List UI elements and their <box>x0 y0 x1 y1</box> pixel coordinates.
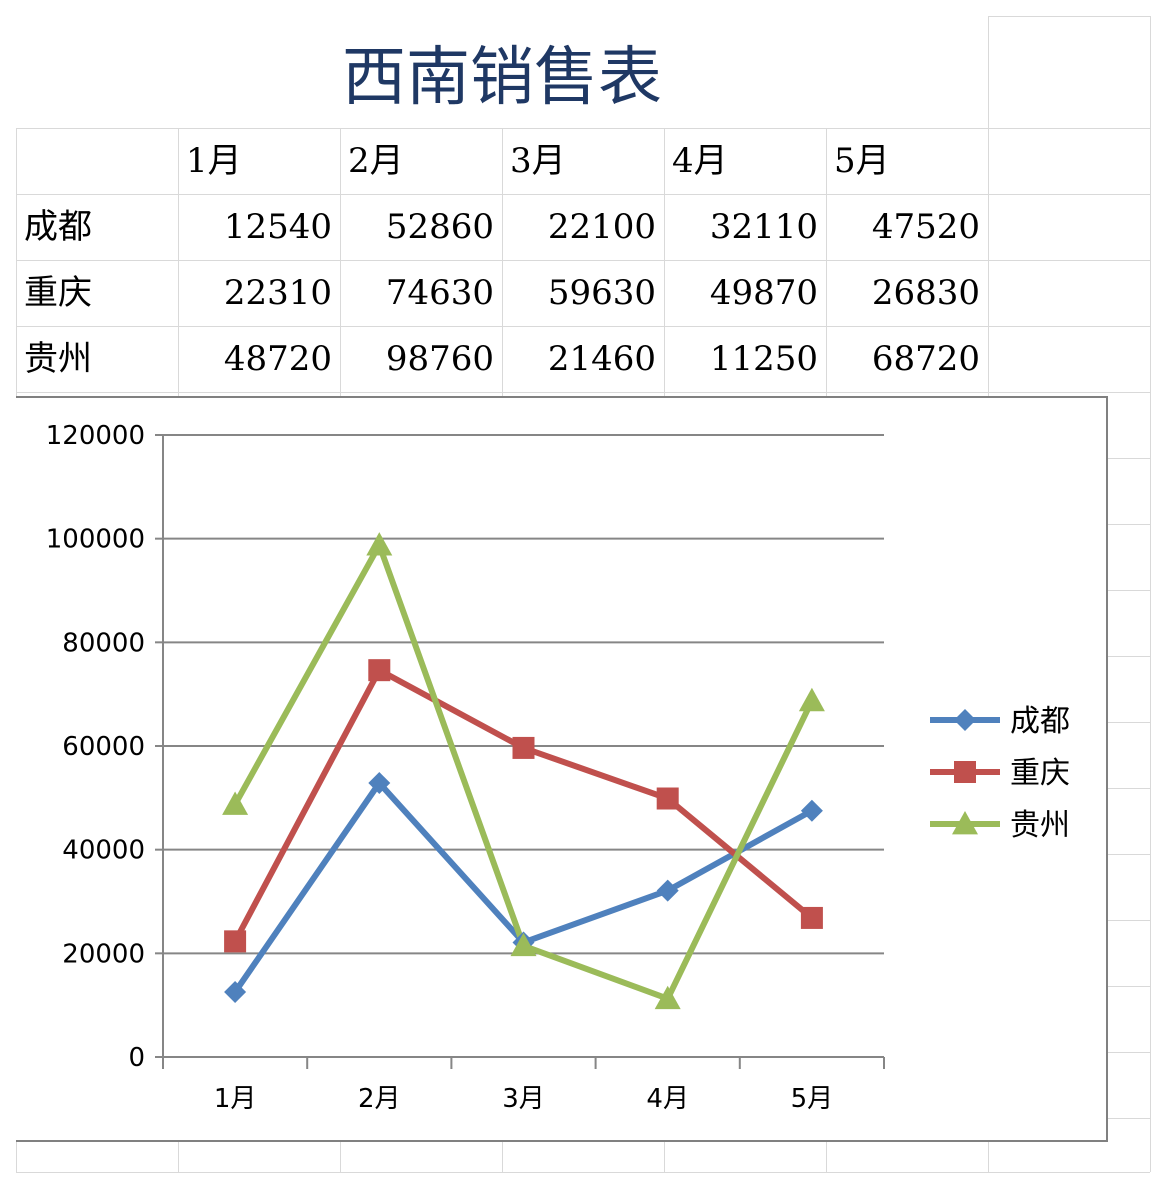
y-tick-label: 0 <box>128 1043 145 1073</box>
sales-value-cell[interactable]: 74630 <box>385 273 494 313</box>
legend-label: 重庆 <box>1010 756 1070 791</box>
sales-value-cell[interactable]: 22100 <box>547 207 656 247</box>
y-tick-label: 40000 <box>62 836 145 866</box>
data-point-3 <box>366 532 393 556</box>
sales-value-cell[interactable]: 49870 <box>709 273 818 313</box>
month-header-cell[interactable]: 2月 <box>348 141 404 181</box>
grid-row-line <box>16 260 1150 261</box>
sales-value-cell[interactable]: 98760 <box>385 339 494 379</box>
legend-marker <box>952 811 978 835</box>
x-tick-label: 2月 <box>358 1084 401 1114</box>
legend-label: 成都 <box>1010 704 1070 739</box>
data-point-1 <box>656 879 679 902</box>
sheet-title: 西南销售表 <box>16 16 988 128</box>
city-name-cell[interactable]: 成都 <box>24 207 92 247</box>
series-line-2 <box>232 667 814 943</box>
grid-row-line <box>16 128 1150 129</box>
sales-value-cell[interactable]: 11250 <box>709 339 818 379</box>
series-line-3 <box>232 542 815 1002</box>
sales-value-cell[interactable]: 68720 <box>871 339 980 379</box>
legend-marker <box>954 761 976 783</box>
series-line-1 <box>232 780 814 994</box>
x-tick-label: 3月 <box>502 1084 545 1114</box>
month-header-cell[interactable]: 3月 <box>510 141 566 181</box>
y-tick-label: 100000 <box>46 525 145 555</box>
sales-value-cell[interactable]: 26830 <box>871 273 980 313</box>
data-point-1 <box>800 799 823 822</box>
grid-row-line <box>16 326 1150 327</box>
data-point-1 <box>224 981 247 1004</box>
y-tick-label: 60000 <box>62 732 145 762</box>
data-point-2 <box>800 906 823 929</box>
data-point-3 <box>510 932 537 957</box>
sales-value-cell[interactable]: 52860 <box>385 207 494 247</box>
data-point-2 <box>512 736 535 759</box>
grid-row-line <box>16 194 1150 195</box>
legend-marker <box>954 709 976 731</box>
sales-value-cell[interactable]: 59630 <box>547 273 656 313</box>
y-tick-label: 80000 <box>62 628 145 658</box>
city-name-cell[interactable]: 贵州 <box>24 339 92 379</box>
x-tick-label: 5月 <box>791 1084 834 1114</box>
legend-label: 贵州 <box>1010 808 1070 843</box>
data-point-2 <box>368 659 391 682</box>
x-tick-label: 1月 <box>214 1084 257 1114</box>
y-tick-label: 20000 <box>62 939 145 969</box>
x-tick-label: 4月 <box>646 1084 689 1114</box>
data-point-3 <box>222 791 249 815</box>
sales-value-cell[interactable]: 32110 <box>709 207 818 247</box>
data-point-2 <box>224 930 247 953</box>
sales-value-cell[interactable]: 22310 <box>223 273 332 313</box>
city-name-cell[interactable]: 重庆 <box>24 273 92 313</box>
grid-column-line <box>1150 16 1151 1172</box>
data-point-1 <box>368 772 391 795</box>
month-header-cell[interactable]: 1月 <box>186 141 242 181</box>
data-point-3 <box>798 687 825 712</box>
sales-value-cell[interactable]: 21460 <box>547 339 656 379</box>
data-point-2 <box>656 787 679 810</box>
chart-canvas: 0 20000 40000 60000 80000 100000 120000 1月 2月 3月 4… <box>46 421 1070 1114</box>
y-tick-label: 120000 <box>46 421 145 451</box>
grid-row-line <box>16 392 1150 393</box>
month-header-cell[interactable]: 5月 <box>834 141 890 181</box>
sales-value-cell[interactable]: 47520 <box>871 207 980 247</box>
sales-value-cell[interactable]: 12540 <box>223 207 332 247</box>
month-header-cell[interactable]: 4月 <box>672 141 728 181</box>
line-chart[interactable]: 0 20000 40000 60000 80000 100000 120000 1月 2月 3月 4… <box>16 396 1108 1142</box>
grid-row-line <box>16 1172 1150 1173</box>
sales-value-cell[interactable]: 48720 <box>223 339 332 379</box>
data-point-3 <box>654 985 681 1010</box>
